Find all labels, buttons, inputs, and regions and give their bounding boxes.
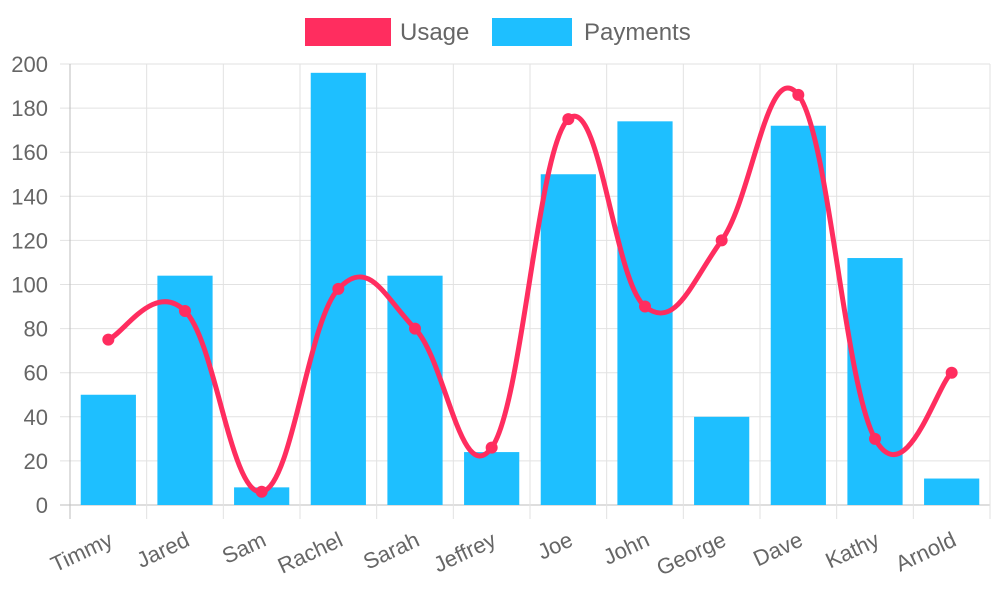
bar-dave[interactable]	[770, 125, 826, 506]
usage-point-arnold[interactable]	[945, 366, 958, 379]
bar-series-payments	[80, 72, 980, 506]
x-tick-label-sam: Sam	[218, 527, 270, 569]
bar-arnold[interactable]	[924, 478, 980, 505]
legend: Usage Payments	[305, 18, 691, 46]
usage-point-dave[interactable]	[792, 88, 805, 101]
usage-point-sam[interactable]	[255, 485, 268, 498]
usage-point-rachel[interactable]	[332, 282, 345, 295]
legend-swatch-usage	[305, 18, 391, 46]
y-tick-label: 160	[11, 140, 48, 165]
bar-jeffrey[interactable]	[464, 452, 520, 505]
x-tick-label-joe: Joe	[534, 527, 577, 565]
y-tick-label: 20	[24, 449, 48, 474]
y-axis: 0 20 40 60 80 100 120 140 160 180 200	[11, 52, 48, 518]
usage-point-john[interactable]	[639, 300, 651, 313]
usage-point-timmy[interactable]	[102, 333, 115, 346]
y-tick-label: 180	[11, 96, 48, 121]
legend-swatch-payments	[492, 18, 572, 46]
bar-sarah[interactable]	[387, 275, 443, 505]
y-tick-label: 100	[11, 273, 48, 298]
x-tick-label-rachel: Rachel	[274, 527, 347, 579]
bar-joe[interactable]	[540, 174, 596, 505]
usage-point-sarah[interactable]	[409, 322, 421, 335]
usage-point-joe[interactable]	[562, 113, 575, 126]
usage-point-george[interactable]	[715, 234, 728, 247]
usage-point-jeffrey[interactable]	[485, 441, 498, 454]
x-tick-label-george: George	[653, 527, 730, 581]
x-tick-label-sarah: Sarah	[359, 527, 423, 574]
x-tick-label-jeffrey: Jeffrey	[430, 527, 500, 577]
x-tick-label-dave: Dave	[749, 527, 806, 571]
x-tick-label-kathy: Kathy	[822, 527, 884, 573]
y-tick-label: 60	[24, 361, 48, 386]
y-tick-label: 140	[11, 184, 48, 209]
usage-point-kathy[interactable]	[869, 432, 881, 445]
bar-timmy[interactable]	[80, 394, 136, 505]
bar-george[interactable]	[694, 416, 750, 505]
y-tick-label: 200	[11, 52, 48, 77]
x-axis: Timmy Jared Sam Rachel Sarah Jeffrey Joe John Ge…	[47, 527, 960, 581]
y-tick-label: 120	[11, 228, 48, 253]
y-tick-label: 40	[24, 405, 48, 430]
x-tick-label-arnold: Arnold	[892, 527, 960, 577]
x-tick-label-jared: Jared	[133, 527, 193, 573]
legend-label-payments: Payments	[584, 19, 691, 46]
x-tick-label-john: John	[599, 527, 653, 570]
usage-point-jared[interactable]	[179, 304, 191, 317]
y-tick-label: 80	[24, 317, 48, 342]
line-series-usage	[102, 85, 958, 498]
legend-label-usage: Usage	[400, 19, 469, 46]
y-tick-label: 0	[36, 493, 48, 518]
x-tick-label-timmy: Timmy	[47, 527, 117, 577]
